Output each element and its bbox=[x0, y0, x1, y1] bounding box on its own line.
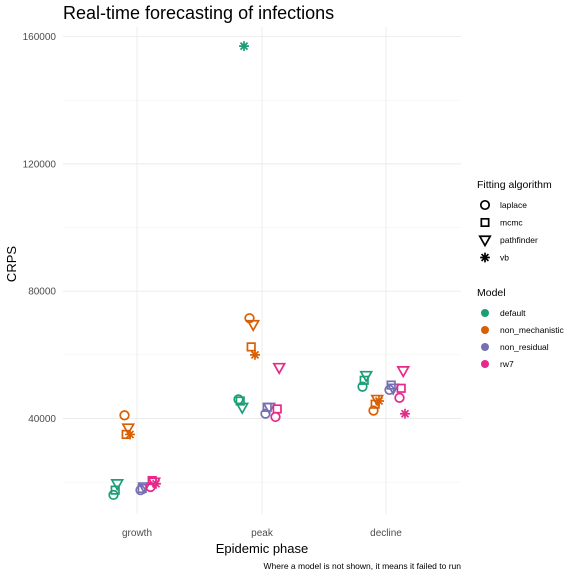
y-tick-label: 40000 bbox=[28, 414, 56, 425]
legend-title-model: Model bbox=[477, 287, 506, 299]
legend-fitting-algorithm: Fitting algorithm laplace mcmc pathfinder v… bbox=[477, 179, 552, 263]
point-rw7-vb bbox=[151, 478, 161, 489]
legend-label-default: default bbox=[500, 308, 526, 318]
point-default-pathfinder bbox=[359, 370, 374, 383]
point-non_mechanistic-laplace bbox=[368, 405, 379, 416]
point-non_mechanistic-vb bbox=[250, 349, 260, 360]
legend-label-rw7: rw7 bbox=[500, 359, 514, 369]
point-non_mechanistic-pathfinder bbox=[246, 319, 261, 332]
point-default-mcmc bbox=[235, 396, 245, 406]
point-rw7-laplace bbox=[394, 392, 405, 403]
point-non_residual-laplace bbox=[384, 384, 395, 396]
point-default-pathfinder bbox=[110, 479, 125, 492]
legend-key-rw7 bbox=[481, 360, 489, 368]
point-non_mechanistic-mcmc bbox=[246, 342, 256, 352]
point-rw7-mcmc bbox=[396, 383, 406, 393]
legend-label-non_residual: non_residual bbox=[500, 342, 549, 352]
legend-label-mcmc: mcmc bbox=[500, 218, 523, 228]
legend-label-laplace: laplace bbox=[500, 200, 527, 210]
x-tick-label: peak bbox=[251, 528, 274, 539]
x-tick-label: decline bbox=[370, 528, 402, 539]
x-tick-label: growth bbox=[122, 528, 152, 539]
point-default-laplace bbox=[108, 489, 119, 501]
point-rw7-vb bbox=[400, 408, 410, 419]
point-non_mechanistic-vb bbox=[374, 396, 384, 406]
y-tick-label: 160000 bbox=[23, 32, 57, 43]
point-non_residual-pathfinder bbox=[386, 383, 401, 396]
legend-key-pathfinder bbox=[478, 235, 492, 248]
chart-title: Real-time forecasting of infections bbox=[63, 3, 334, 23]
point-non_residual-laplace bbox=[260, 408, 271, 419]
grid-lines bbox=[63, 27, 461, 514]
point-non_mechanistic-laplace bbox=[119, 410, 130, 421]
data-points bbox=[108, 41, 411, 501]
y-tick-labels: 40000 80000 120000 160000 bbox=[23, 32, 57, 425]
y-tick-label: 80000 bbox=[28, 287, 56, 298]
legend-label-vb: vb bbox=[500, 253, 509, 263]
point-default-laplace bbox=[357, 381, 368, 392]
legend-title-fitting-algorithm: Fitting algorithm bbox=[477, 179, 552, 191]
point-default-pathfinder bbox=[235, 402, 250, 415]
legend-model: Model default non_mechanistic non_residual… bbox=[477, 287, 565, 369]
legend-label-pathfinder: pathfinder bbox=[500, 235, 538, 245]
point-rw7-laplace bbox=[270, 411, 281, 423]
legend-key-mcmc bbox=[480, 217, 490, 228]
point-default-vb bbox=[239, 41, 249, 52]
y-axis-title: CRPS bbox=[4, 246, 19, 282]
legend-key-vb bbox=[480, 252, 490, 263]
legend-key-non_residual bbox=[481, 343, 489, 351]
point-non_mechanistic-pathfinder bbox=[121, 423, 136, 436]
y-tick-label: 120000 bbox=[23, 159, 57, 170]
caption: Where a model is not shown, it means it … bbox=[264, 561, 462, 571]
point-rw7-pathfinder bbox=[396, 366, 411, 379]
point-non_mechanistic-vb bbox=[125, 429, 135, 440]
point-rw7-pathfinder bbox=[272, 362, 287, 375]
x-tick-labels: growth peak decline bbox=[122, 528, 402, 539]
legend-label-non_mechanistic: non_mechanistic bbox=[500, 325, 565, 335]
point-non_residual-pathfinder bbox=[262, 402, 277, 415]
x-axis-title: Epidemic phase bbox=[216, 541, 309, 556]
point-rw7-mcmc bbox=[272, 404, 282, 414]
legend-key-laplace bbox=[479, 199, 491, 211]
legend-key-default bbox=[481, 309, 489, 317]
legend-key-non_mechanistic bbox=[481, 326, 489, 334]
